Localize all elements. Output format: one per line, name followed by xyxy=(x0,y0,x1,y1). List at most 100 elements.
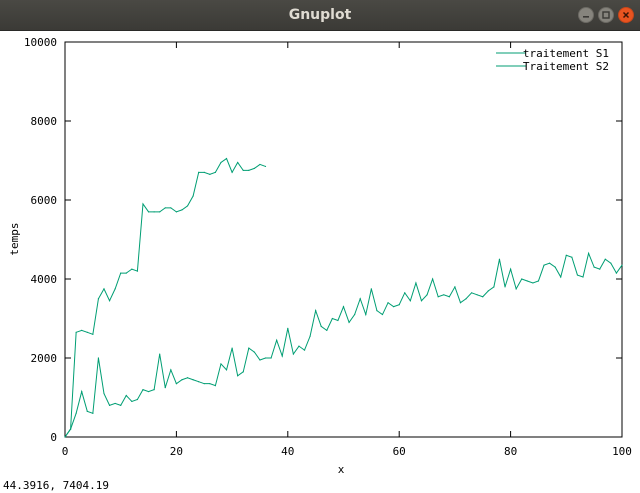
legend-label: Traitement S2 xyxy=(523,60,609,73)
y-tick-label: 2000 xyxy=(31,352,58,365)
data-point xyxy=(615,272,618,274)
data-point xyxy=(487,290,489,292)
data-point xyxy=(209,173,211,175)
data-point xyxy=(192,195,194,197)
data-point xyxy=(92,333,94,335)
data-point xyxy=(231,171,233,173)
data-point xyxy=(610,262,612,264)
data-point xyxy=(331,317,333,320)
data-point xyxy=(292,353,294,355)
close-button[interactable] xyxy=(618,7,634,23)
data-point xyxy=(548,262,551,264)
minimize-button[interactable] xyxy=(578,7,594,23)
data-point xyxy=(576,274,579,276)
legend-label: traitement S1 xyxy=(523,47,609,60)
data-point xyxy=(582,276,584,278)
data-point xyxy=(415,282,417,284)
data-point xyxy=(370,288,372,290)
y-tick-label: 6000 xyxy=(31,194,58,207)
close-icon xyxy=(622,11,630,19)
x-axis-label: x xyxy=(338,463,345,476)
data-point xyxy=(476,294,478,296)
series-2 xyxy=(64,251,623,438)
data-point xyxy=(198,171,200,173)
data-point xyxy=(259,163,261,166)
data-point xyxy=(242,371,244,373)
data-point xyxy=(465,298,467,300)
data-point xyxy=(376,310,378,312)
data-point xyxy=(92,412,94,414)
data-point xyxy=(159,211,161,213)
x-tick-label: 40 xyxy=(281,445,294,458)
data-point xyxy=(203,171,205,173)
maximize-button[interactable] xyxy=(598,7,614,23)
x-tick-label: 100 xyxy=(612,445,632,458)
data-point xyxy=(125,272,127,274)
data-point xyxy=(120,404,122,406)
data-point xyxy=(554,266,556,268)
data-point xyxy=(103,392,105,395)
title-bar[interactable]: Gnuplot xyxy=(0,0,640,31)
data-point xyxy=(237,161,239,164)
series-lines xyxy=(64,157,623,438)
data-point xyxy=(437,296,439,298)
window-title: Gnuplot xyxy=(288,7,352,23)
data-point xyxy=(354,313,356,316)
data-point xyxy=(108,404,111,406)
data-point xyxy=(409,300,411,302)
data-point xyxy=(359,298,361,300)
data-point xyxy=(560,276,562,278)
y-tick-label: 8000 xyxy=(31,115,58,128)
data-point xyxy=(86,331,88,333)
data-point xyxy=(164,207,166,209)
data-point xyxy=(248,347,250,349)
data-point xyxy=(342,306,345,308)
data-point xyxy=(443,294,445,296)
data-point xyxy=(420,300,423,302)
data-point xyxy=(337,319,339,322)
maximize-icon xyxy=(602,11,610,19)
data-point xyxy=(287,327,289,329)
data-point xyxy=(225,157,228,160)
data-point xyxy=(621,264,623,266)
data-point xyxy=(153,211,155,213)
data-point xyxy=(220,161,222,164)
plot-area[interactable]: 0 20 40 60 80 100 0 2000 4000 6000 8000 10000 x te… xyxy=(0,31,640,479)
data-point xyxy=(86,410,88,412)
data-point xyxy=(493,286,495,288)
data-point xyxy=(526,280,528,282)
data-point xyxy=(303,349,306,351)
data-point xyxy=(432,278,434,280)
coordinate-readout: 44.3916, 7404.19 xyxy=(3,479,109,492)
data-point xyxy=(587,252,590,254)
data-point xyxy=(504,286,506,288)
data-point xyxy=(298,345,300,347)
data-point xyxy=(231,347,233,349)
data-point xyxy=(198,381,200,383)
data-point xyxy=(203,383,205,385)
data-point xyxy=(604,258,606,260)
data-point xyxy=(147,390,150,393)
data-point xyxy=(114,288,116,290)
data-point xyxy=(170,369,172,371)
data-point xyxy=(565,254,567,256)
data-point xyxy=(186,377,189,379)
data-point xyxy=(593,266,595,268)
data-point xyxy=(532,282,534,284)
data-point xyxy=(81,329,83,331)
data-point xyxy=(264,357,267,359)
data-point xyxy=(521,278,523,280)
data-point xyxy=(103,288,105,290)
data-point xyxy=(515,288,517,290)
data-point xyxy=(64,436,66,438)
y-axis-ticks: 0 2000 4000 6000 8000 10000 xyxy=(24,36,622,444)
data-point xyxy=(393,306,395,308)
data-point xyxy=(131,400,133,403)
data-point xyxy=(164,387,166,389)
data-point xyxy=(125,394,127,397)
data-point xyxy=(142,203,144,205)
series-1 xyxy=(64,157,267,438)
chart[interactable]: 0 20 40 60 80 100 0 2000 4000 6000 8000 10000 x te… xyxy=(0,31,640,479)
data-point xyxy=(365,313,367,316)
